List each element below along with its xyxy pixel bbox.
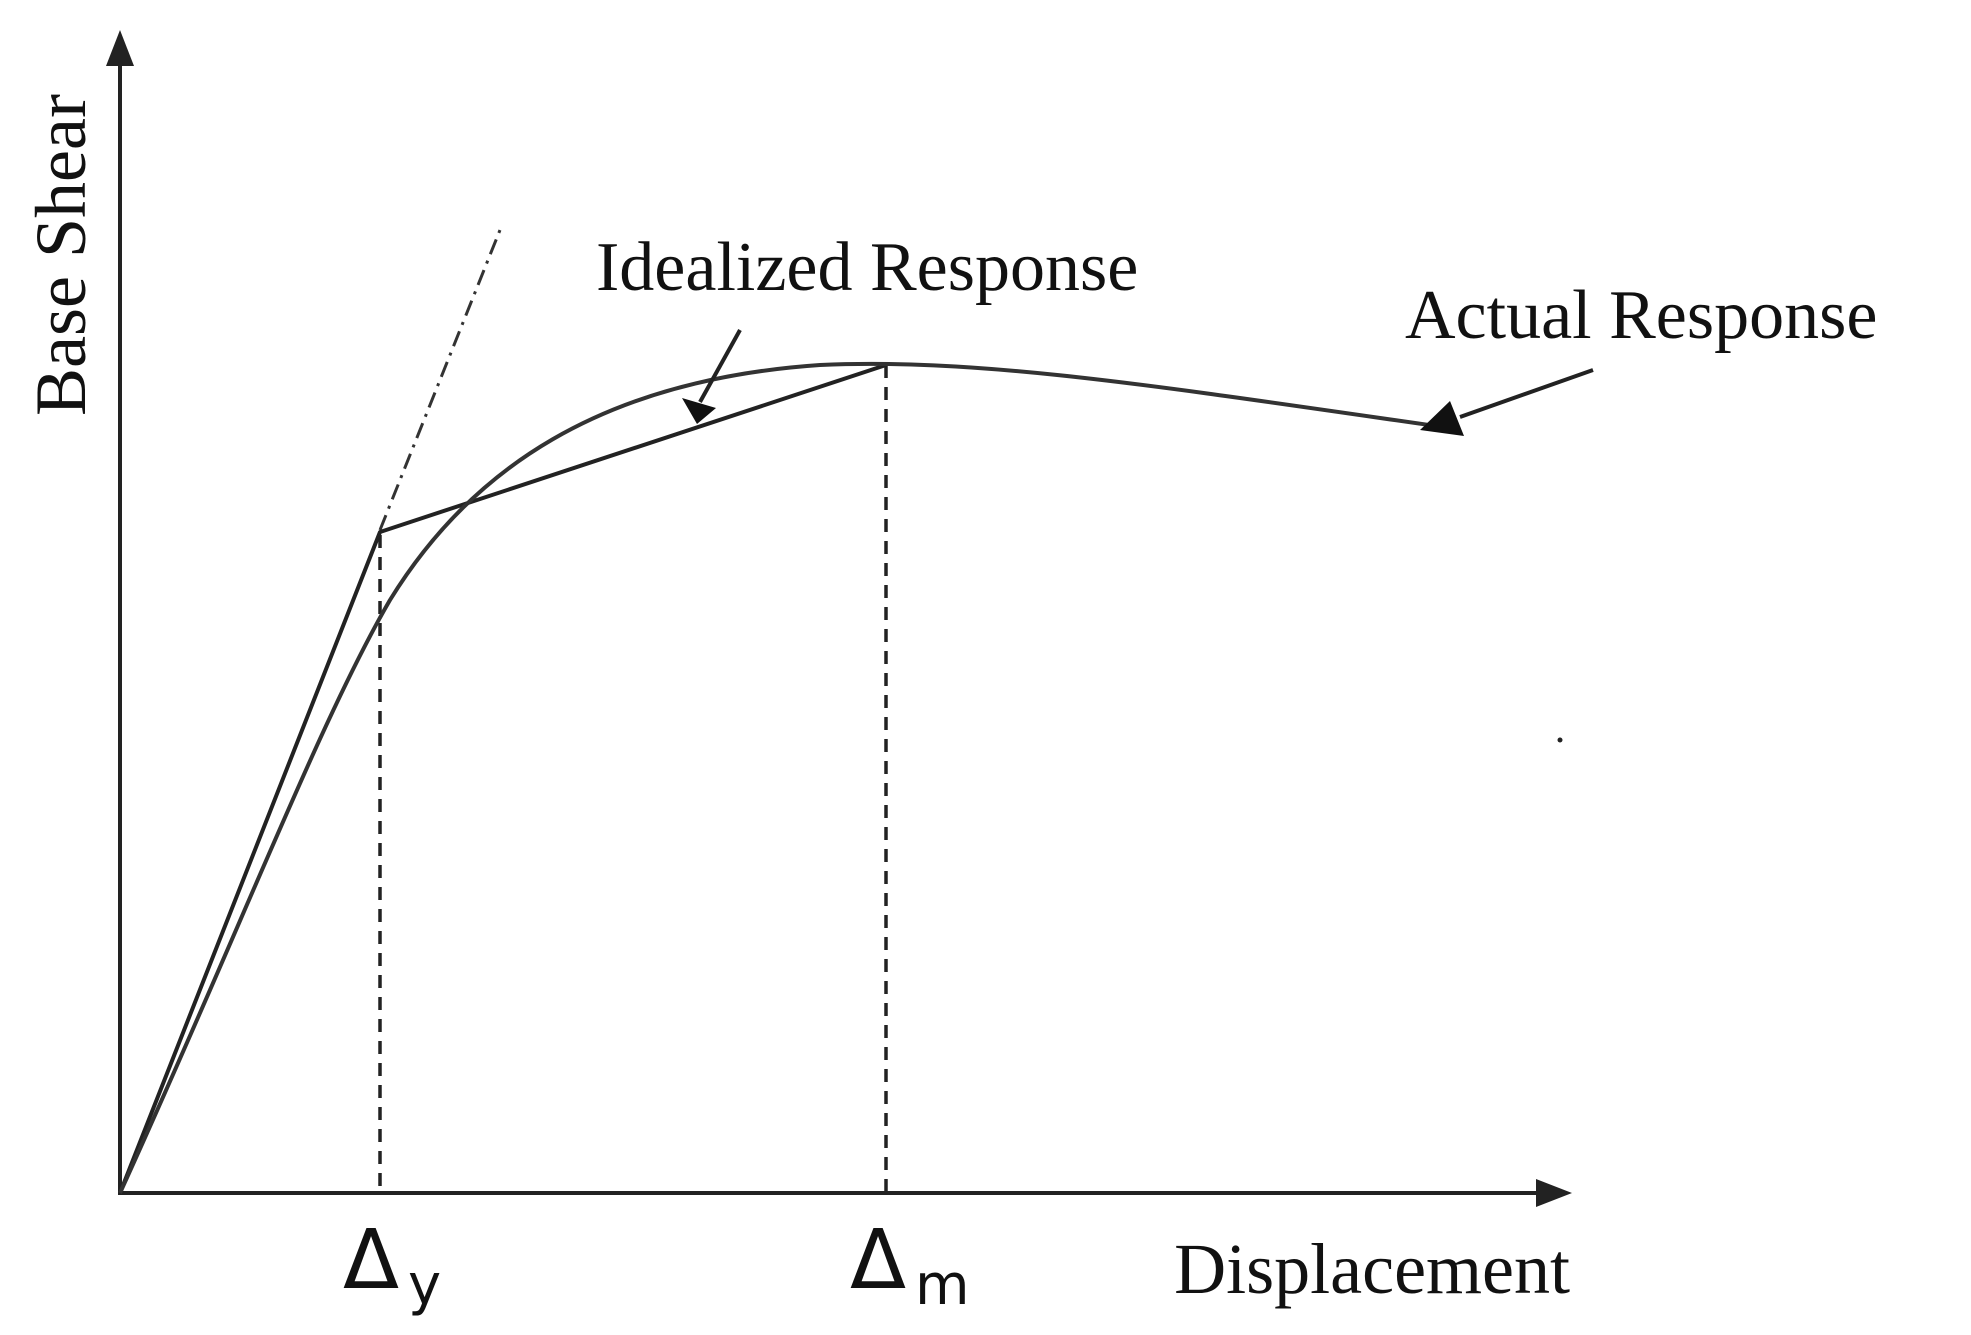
actual-leader-line — [1459, 368, 1594, 419]
y-axis-arrowhead — [106, 30, 134, 66]
svg-text:m: m — [915, 1253, 970, 1318]
delta-y-label: Δ y — [343, 1213, 441, 1318]
actual-arrowhead — [1420, 401, 1464, 436]
idealized-arrowhead — [682, 398, 716, 424]
delta-m-label: Δ m — [850, 1213, 970, 1318]
x-axis-label: Displacement — [1174, 1229, 1570, 1309]
x-axis-arrowhead — [1536, 1179, 1572, 1207]
stray-dot — [1557, 737, 1563, 743]
svg-text:y: y — [408, 1253, 441, 1318]
actual-response-label: Actual Response — [1405, 277, 1877, 354]
idealized-response-curve — [118, 363, 887, 1194]
y-axis-label: Base Shear — [21, 94, 101, 416]
svg-text:Δ: Δ — [850, 1213, 906, 1308]
idealized-leader-line — [698, 329, 742, 403]
actual-response-curve — [118, 361, 1451, 1194]
svg-text:Δ: Δ — [343, 1213, 399, 1308]
elastic-extension-line — [378, 224, 504, 531]
idealized-response-label: Idealized Response — [596, 229, 1138, 306]
